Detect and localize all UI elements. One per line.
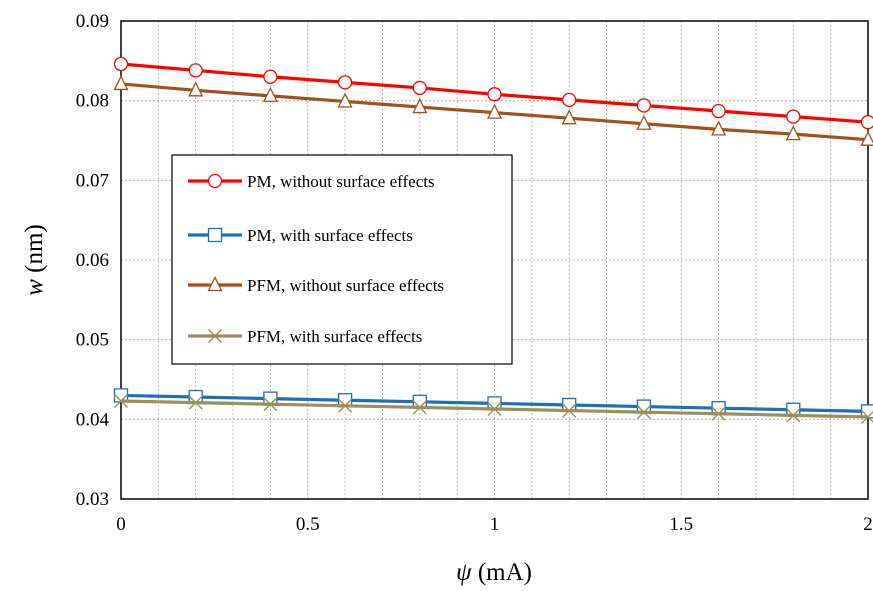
x-tick-label: 1.5 xyxy=(669,514,693,535)
legend-label: PM, without surface effects xyxy=(247,172,435,191)
x-axis-label: ψ (mA) xyxy=(456,559,532,586)
data-point-circle xyxy=(209,175,222,188)
x-tick-label: 1 xyxy=(490,514,500,535)
data-point-circle xyxy=(264,70,277,83)
data-point-circle xyxy=(488,88,501,101)
data-point-circle xyxy=(189,64,202,77)
legend-label: PFM, without surface effects xyxy=(247,276,444,295)
data-point-circle xyxy=(563,93,576,106)
y-tick-label: 0.08 xyxy=(76,91,109,112)
series xyxy=(115,76,873,145)
y-tick-label: 0.07 xyxy=(76,170,109,191)
y-axis-ticks: 0.03 0.04 0.05 0.06 0.07 0.08 0.09 xyxy=(76,11,110,510)
x-tick-label: 0.5 xyxy=(296,514,320,535)
x-tick-label: 0 xyxy=(116,514,126,535)
data-point-circle xyxy=(787,110,800,123)
y-tick-label: 0.04 xyxy=(76,409,110,430)
y-tick-label: 0.09 xyxy=(76,11,109,32)
x-axis-ticks: 0 0.5 1 1.5 2 xyxy=(116,514,873,535)
legend-item: PM, with surface effects xyxy=(188,226,413,245)
legend: PM, without surface effects PM, with surf… xyxy=(172,155,512,364)
data-point-circle xyxy=(862,116,873,129)
y-tick-label: 0.05 xyxy=(76,330,109,351)
data-point-circle xyxy=(637,99,650,112)
y-tick-label: 0.06 xyxy=(76,250,109,271)
data-point-circle xyxy=(339,76,352,89)
legend-label: PFM, with surface effects xyxy=(247,327,422,346)
data-point-circle xyxy=(413,81,426,94)
legend-label: PM, with surface effects xyxy=(247,226,413,245)
data-point-circle xyxy=(712,105,725,118)
data-point-square xyxy=(209,229,222,242)
data-point-circle xyxy=(115,58,128,71)
y-axis-label: w (nm) xyxy=(21,224,48,296)
x-tick-label: 2 xyxy=(863,514,873,535)
y-tick-label: 0.03 xyxy=(76,489,109,510)
